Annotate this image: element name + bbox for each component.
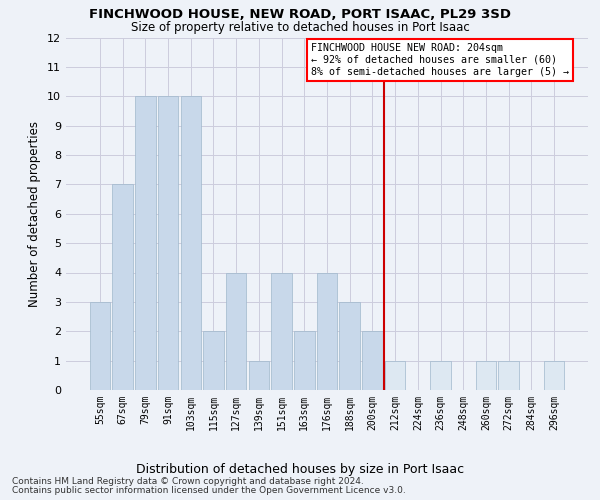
Bar xyxy=(317,272,337,390)
Bar xyxy=(544,360,564,390)
Text: Size of property relative to detached houses in Port Isaac: Size of property relative to detached ho… xyxy=(131,22,469,35)
Bar xyxy=(499,360,519,390)
Bar xyxy=(90,302,110,390)
Bar xyxy=(362,331,383,390)
Text: Contains public sector information licensed under the Open Government Licence v3: Contains public sector information licen… xyxy=(12,486,406,495)
Text: Distribution of detached houses by size in Port Isaac: Distribution of detached houses by size … xyxy=(136,462,464,475)
Bar xyxy=(158,96,178,390)
Bar xyxy=(248,360,269,390)
Bar xyxy=(476,360,496,390)
Bar xyxy=(385,360,406,390)
Bar xyxy=(203,331,224,390)
Bar xyxy=(340,302,360,390)
Y-axis label: Number of detached properties: Number of detached properties xyxy=(28,120,41,306)
Text: FINCHWOOD HOUSE, NEW ROAD, PORT ISAAC, PL29 3SD: FINCHWOOD HOUSE, NEW ROAD, PORT ISAAC, P… xyxy=(89,8,511,20)
Text: FINCHWOOD HOUSE NEW ROAD: 204sqm
← 92% of detached houses are smaller (60)
8% of: FINCHWOOD HOUSE NEW ROAD: 204sqm ← 92% o… xyxy=(311,44,569,76)
Bar xyxy=(294,331,314,390)
Bar xyxy=(271,272,292,390)
Bar xyxy=(135,96,155,390)
Bar xyxy=(226,272,247,390)
Bar xyxy=(112,184,133,390)
Text: Contains HM Land Registry data © Crown copyright and database right 2024.: Contains HM Land Registry data © Crown c… xyxy=(12,477,364,486)
Bar xyxy=(181,96,201,390)
Bar xyxy=(430,360,451,390)
